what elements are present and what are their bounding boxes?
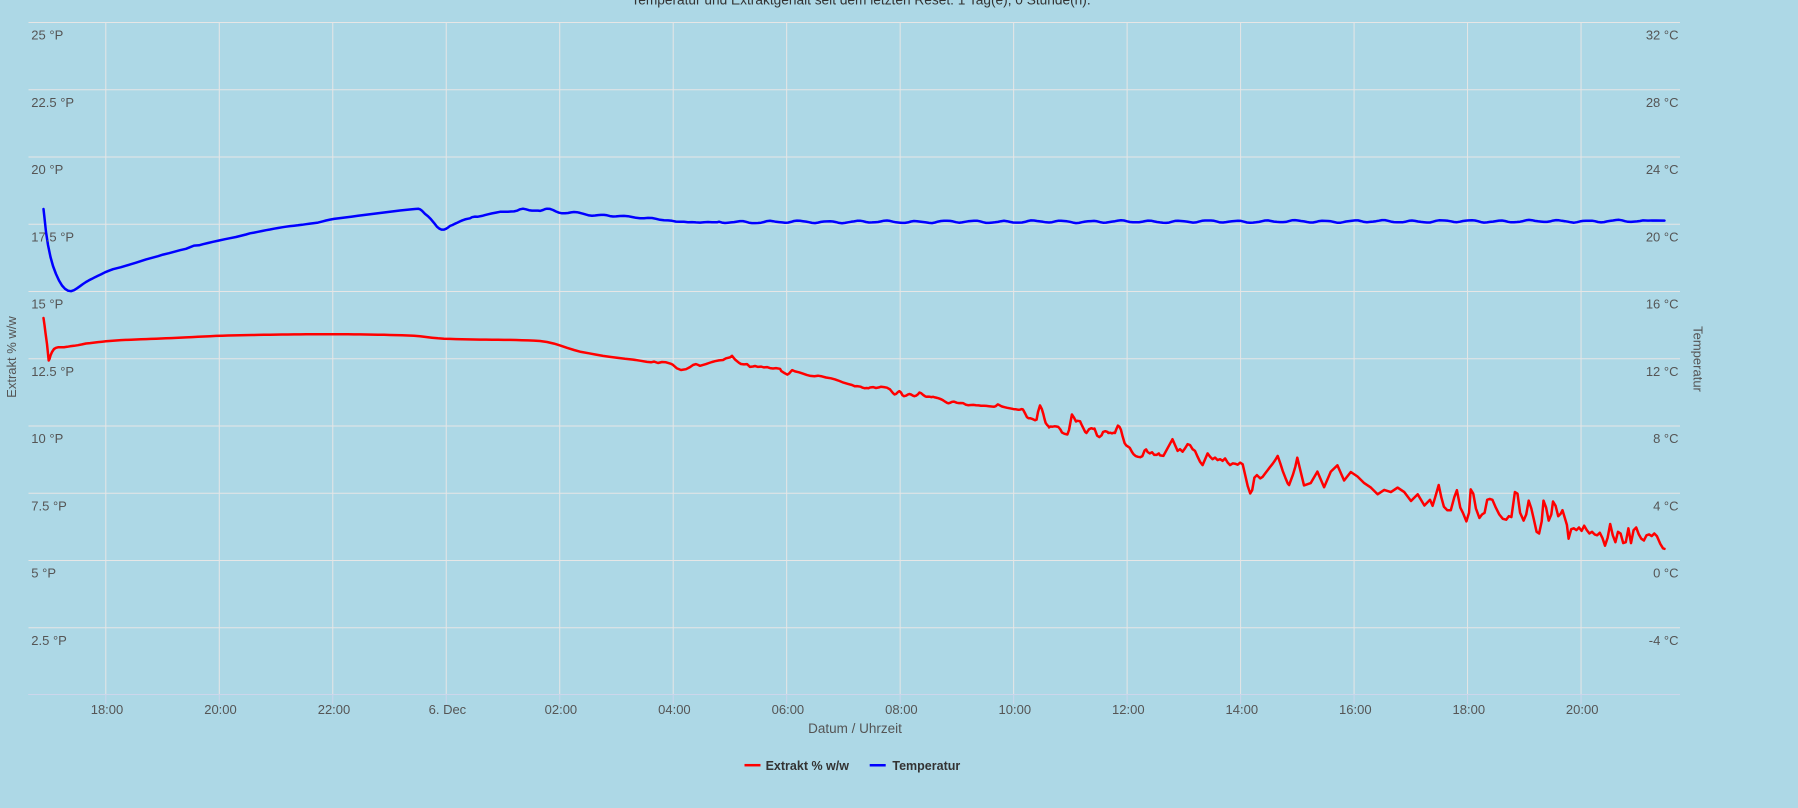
svg-text:20 °P: 20 °P xyxy=(31,162,63,177)
svg-text:8 °C: 8 °C xyxy=(1653,431,1678,446)
svg-text:Extrakt % w/w: Extrakt % w/w xyxy=(4,316,19,398)
svg-text:32 °C: 32 °C xyxy=(1646,28,1679,43)
svg-text:06:00: 06:00 xyxy=(772,702,805,717)
svg-text:Temperatur und Extraktgehalt s: Temperatur und Extraktgehalt seit dem le… xyxy=(631,0,1090,8)
svg-text:20:00: 20:00 xyxy=(204,702,237,717)
svg-text:04:00: 04:00 xyxy=(658,702,691,717)
svg-text:15 °P: 15 °P xyxy=(31,297,63,312)
svg-text:25 °P: 25 °P xyxy=(31,28,63,43)
svg-text:14:00: 14:00 xyxy=(1226,702,1259,717)
svg-text:Datum / Uhrzeit: Datum / Uhrzeit xyxy=(808,721,902,736)
svg-text:Extrakt % w/w: Extrakt % w/w xyxy=(766,759,850,773)
svg-text:18:00: 18:00 xyxy=(91,702,124,717)
svg-text:16:00: 16:00 xyxy=(1339,702,1372,717)
svg-text:12.5 °P: 12.5 °P xyxy=(31,364,74,379)
svg-text:10 °P: 10 °P xyxy=(31,431,63,446)
svg-text:28 °C: 28 °C xyxy=(1646,95,1679,110)
svg-text:22.5 °P: 22.5 °P xyxy=(31,95,74,110)
svg-text:20:00: 20:00 xyxy=(1566,702,1599,717)
svg-text:12 °C: 12 °C xyxy=(1646,364,1679,379)
svg-text:22:00: 22:00 xyxy=(318,702,351,717)
svg-text:08:00: 08:00 xyxy=(885,702,918,717)
svg-text:7.5 °P: 7.5 °P xyxy=(31,498,67,513)
svg-text:Temperatur: Temperatur xyxy=(892,759,960,773)
svg-text:-4 °C: -4 °C xyxy=(1649,633,1679,648)
svg-text:18:00: 18:00 xyxy=(1453,702,1486,717)
svg-text:02:00: 02:00 xyxy=(545,702,578,717)
svg-text:4 °C: 4 °C xyxy=(1653,498,1678,513)
svg-text:2.5 °P: 2.5 °P xyxy=(31,633,67,648)
svg-text:17.5 °P: 17.5 °P xyxy=(31,229,74,244)
svg-text:24 °C: 24 °C xyxy=(1646,162,1679,177)
svg-text:10:00: 10:00 xyxy=(999,702,1032,717)
svg-text:6. Dec: 6. Dec xyxy=(429,702,467,717)
svg-text:16 °C: 16 °C xyxy=(1646,297,1679,312)
svg-text:5 °P: 5 °P xyxy=(31,566,56,581)
svg-text:20 °C: 20 °C xyxy=(1646,229,1679,244)
svg-text:0 °C: 0 °C xyxy=(1653,566,1678,581)
svg-text:Temperatur: Temperatur xyxy=(1691,326,1706,392)
svg-text:12:00: 12:00 xyxy=(1112,702,1145,717)
